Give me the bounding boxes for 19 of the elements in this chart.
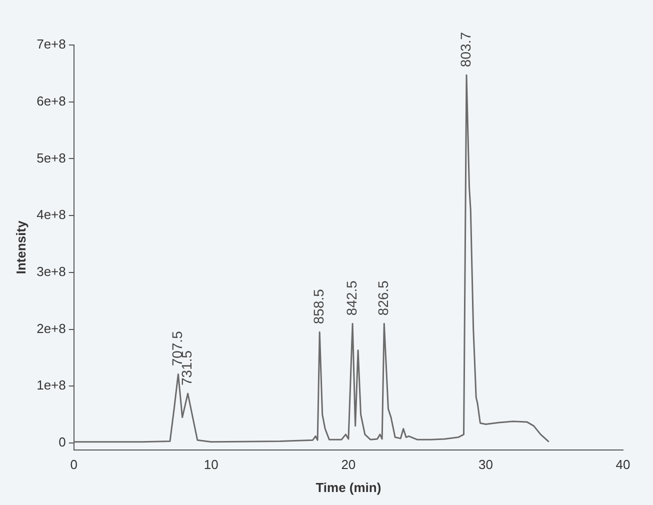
y-axis-title: Intensity [13, 220, 28, 274]
x-tick-label: 0 [70, 457, 78, 472]
y-tick-label: 5e+8 [36, 150, 66, 166]
annotation: 858.5 [310, 288, 326, 324]
y-tick-label: 6e+8 [36, 93, 66, 108]
x-tick-label: 30 [478, 457, 493, 472]
x-axis-title: Time (min) [316, 480, 382, 495]
y-tick-label: 7e+8 [36, 36, 66, 52]
y-tick-label: 0 [58, 434, 66, 450]
y-tick-label: 4e+8 [36, 207, 66, 222]
x-tick-label: 40 [616, 457, 630, 472]
y-tick-label: 2e+8 [36, 320, 66, 336]
x-tick-label: 10 [204, 457, 218, 472]
y-tick-label: 3e+8 [36, 264, 66, 279]
x-tick-label: 20 [341, 457, 356, 472]
annotation: 803.7 [457, 32, 474, 68]
annotation: 826.5 [374, 280, 391, 316]
y-tick-label: 1e+8 [36, 378, 66, 393]
annotation: 842.5 [343, 280, 360, 316]
